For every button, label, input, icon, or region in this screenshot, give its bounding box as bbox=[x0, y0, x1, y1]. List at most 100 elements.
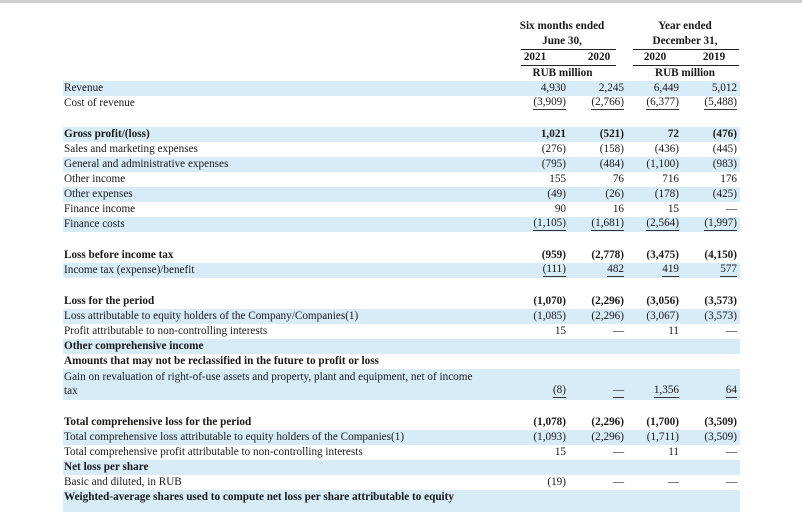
table-row: Finance income 90 16 15 — bbox=[63, 202, 740, 217]
cell-value: (111) bbox=[542, 263, 566, 277]
table-row: Weighted-average shares used to compute … bbox=[63, 490, 740, 512]
cell-value: (276) bbox=[541, 143, 566, 155]
row-label: Cost of revenue bbox=[64, 97, 135, 109]
row-label: Loss for the period bbox=[64, 295, 155, 307]
table-row: Sales and marketing expenses (276) (158)… bbox=[63, 142, 740, 157]
cell-value: 6,449 bbox=[653, 82, 679, 94]
cell-value: 577 bbox=[720, 263, 737, 277]
header-rule bbox=[633, 65, 739, 66]
cell-value: — bbox=[725, 446, 737, 458]
cell-value: (1,100) bbox=[646, 158, 679, 170]
cell-value: 482 bbox=[607, 263, 624, 277]
cell-value: — bbox=[725, 203, 737, 215]
cell-value: — bbox=[612, 476, 624, 488]
row-label: Other comprehensive income bbox=[64, 340, 204, 352]
cell-value: 155 bbox=[549, 173, 566, 185]
row-label: Total comprehensive loss attributable to… bbox=[64, 431, 405, 443]
cell-value: (445) bbox=[712, 143, 737, 155]
cell-value: (2,296) bbox=[591, 310, 624, 322]
cell-value: (2,564) bbox=[646, 217, 679, 231]
cell-value: (2,296) bbox=[591, 295, 624, 307]
row-label: Finance costs bbox=[64, 218, 125, 230]
header-june: June 30, bbox=[542, 35, 582, 47]
table-row: Other income 155 76 716 176 bbox=[63, 172, 740, 187]
cell-value: 11 bbox=[668, 325, 679, 337]
table-row: Basic and diluted, in RUB (19) — — — bbox=[63, 475, 740, 490]
cell-value: (3,573) bbox=[704, 310, 737, 322]
cell-value: 15 bbox=[667, 203, 679, 215]
cell-value: (476) bbox=[712, 128, 737, 140]
cell-value: (3,509) bbox=[704, 431, 737, 443]
cell-value: (484) bbox=[599, 158, 624, 170]
cell-value: (6,377) bbox=[646, 96, 679, 110]
cell-value: (1,078) bbox=[533, 416, 566, 428]
row-label: Net loss per share bbox=[64, 461, 149, 473]
cell-value: 1,021 bbox=[540, 128, 566, 140]
table-row: Total comprehensive loss attributable to… bbox=[63, 430, 740, 445]
table-row: Revenue 4,930 2,245 6,449 5,012 bbox=[63, 81, 740, 96]
table-row: Total comprehensive profit attributable … bbox=[63, 445, 740, 460]
cell-value: — bbox=[725, 325, 737, 337]
cell-value: (425) bbox=[712, 188, 737, 200]
cell-value: (1,093) bbox=[533, 431, 566, 443]
header-rule bbox=[521, 65, 616, 66]
table-row: Cost of revenue (3,909) (2,766) (6,377) … bbox=[63, 96, 740, 111]
header-year: 2020 bbox=[643, 51, 667, 63]
cell-value: 4,930 bbox=[540, 82, 566, 94]
table-row: Loss attributable to equity holders of t… bbox=[63, 309, 740, 324]
row-label: Revenue bbox=[64, 82, 104, 94]
cell-value: (2,766) bbox=[591, 96, 624, 110]
cell-value: (983) bbox=[712, 158, 737, 170]
row-label: Loss attributable to equity holders of t… bbox=[64, 310, 359, 322]
cell-value: 419 bbox=[662, 263, 679, 277]
table-row: Profit attributable to non-controlling i… bbox=[63, 324, 740, 339]
table-row: Finance costs (1,105) (1,681) (2,564) (1… bbox=[63, 217, 740, 232]
cell-value: (2,296) bbox=[591, 416, 624, 428]
section-heading: Other comprehensive income bbox=[63, 339, 740, 354]
row-label: Finance income bbox=[64, 203, 136, 215]
cell-value: (1,711) bbox=[646, 431, 679, 443]
cell-value: (3,067) bbox=[646, 310, 679, 322]
cell-value: (3,573) bbox=[704, 295, 737, 307]
cell-value: — bbox=[612, 384, 624, 398]
cell-value: 2,245 bbox=[598, 82, 624, 94]
header-rule bbox=[521, 49, 616, 50]
cell-value: — bbox=[612, 325, 624, 337]
row-label: Other expenses bbox=[64, 188, 133, 200]
cell-value: (795) bbox=[541, 158, 566, 170]
row-label: Other income bbox=[64, 173, 126, 185]
cell-value: 15 bbox=[554, 446, 566, 458]
row-label: Gross profit/(loss) bbox=[64, 128, 150, 140]
cell-value: (1,681) bbox=[591, 217, 624, 231]
top-border bbox=[0, 0, 802, 3]
table-row: Loss for the period (1,070) (2,296) (3,0… bbox=[63, 294, 740, 309]
cell-value: (1,997) bbox=[704, 217, 737, 231]
table-row: General and administrative expenses (795… bbox=[63, 157, 740, 172]
row-label: Loss before income tax bbox=[64, 249, 174, 261]
header-year: 2020 bbox=[587, 51, 611, 63]
row-label: Amounts that may not be reclassified in … bbox=[64, 355, 379, 367]
cell-value: (158) bbox=[599, 143, 624, 155]
cell-value: (959) bbox=[541, 249, 566, 261]
cell-value: (178) bbox=[654, 188, 679, 200]
cell-value: (4,150) bbox=[704, 249, 737, 261]
cell-value: (19) bbox=[547, 476, 566, 488]
section-heading: Amounts that may not be reclassified in … bbox=[63, 354, 740, 369]
cell-value: 76 bbox=[612, 173, 624, 185]
header-rule bbox=[633, 49, 739, 50]
table-row: Other expenses (49) (26) (178) (425) bbox=[63, 187, 740, 202]
cell-value: (5,488) bbox=[704, 96, 737, 110]
cell-value: 90 bbox=[554, 203, 566, 215]
cell-value: 1,356 bbox=[653, 384, 679, 398]
cell-value: 5,012 bbox=[711, 82, 737, 94]
header-six-months: Six months ended bbox=[519, 20, 605, 32]
cell-value: (3,909) bbox=[533, 96, 566, 110]
cell-value: — bbox=[725, 476, 737, 488]
row-label: Gain on revaluation of right-of-use asse… bbox=[64, 371, 473, 397]
table-row: Loss before income tax (959) (2,778) (3,… bbox=[63, 248, 740, 263]
row-label: Profit attributable to non-controlling i… bbox=[64, 325, 268, 337]
cell-value: (2,778) bbox=[591, 249, 624, 261]
row-label: General and administrative expenses bbox=[64, 158, 229, 170]
table-row: Gain on revaluation of right-of-use asse… bbox=[63, 369, 740, 400]
table-row: Total comprehensive loss for the period … bbox=[63, 415, 740, 430]
